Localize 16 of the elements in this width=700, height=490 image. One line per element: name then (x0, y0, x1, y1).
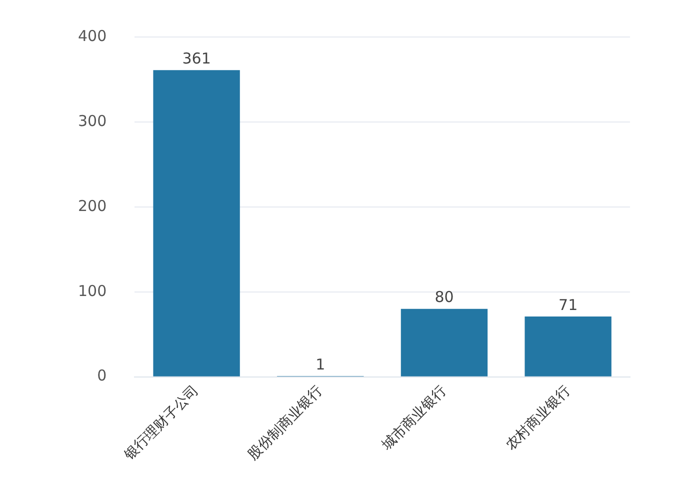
data-label: 71 (558, 296, 578, 314)
bar (524, 316, 612, 376)
x-tick-label: 股份制商业银行 (245, 382, 326, 464)
y-tick-label: 0 (97, 366, 107, 385)
x-tick-label: 银行理财子公司 (120, 382, 202, 464)
data-label: 1 (316, 355, 326, 374)
data-label: 361 (182, 50, 211, 68)
bar (400, 308, 488, 376)
data-label: 80 (434, 288, 454, 306)
x-tick-label: 农村商业银行 (502, 382, 574, 454)
y-tick-label: 400 (78, 26, 107, 45)
y-tick-label: 100 (78, 282, 107, 300)
y-tick-label: 300 (78, 112, 107, 130)
y-tick-label: 200 (78, 196, 107, 215)
x-tick-label: 城市商业银行 (378, 382, 450, 454)
bar (153, 70, 240, 376)
